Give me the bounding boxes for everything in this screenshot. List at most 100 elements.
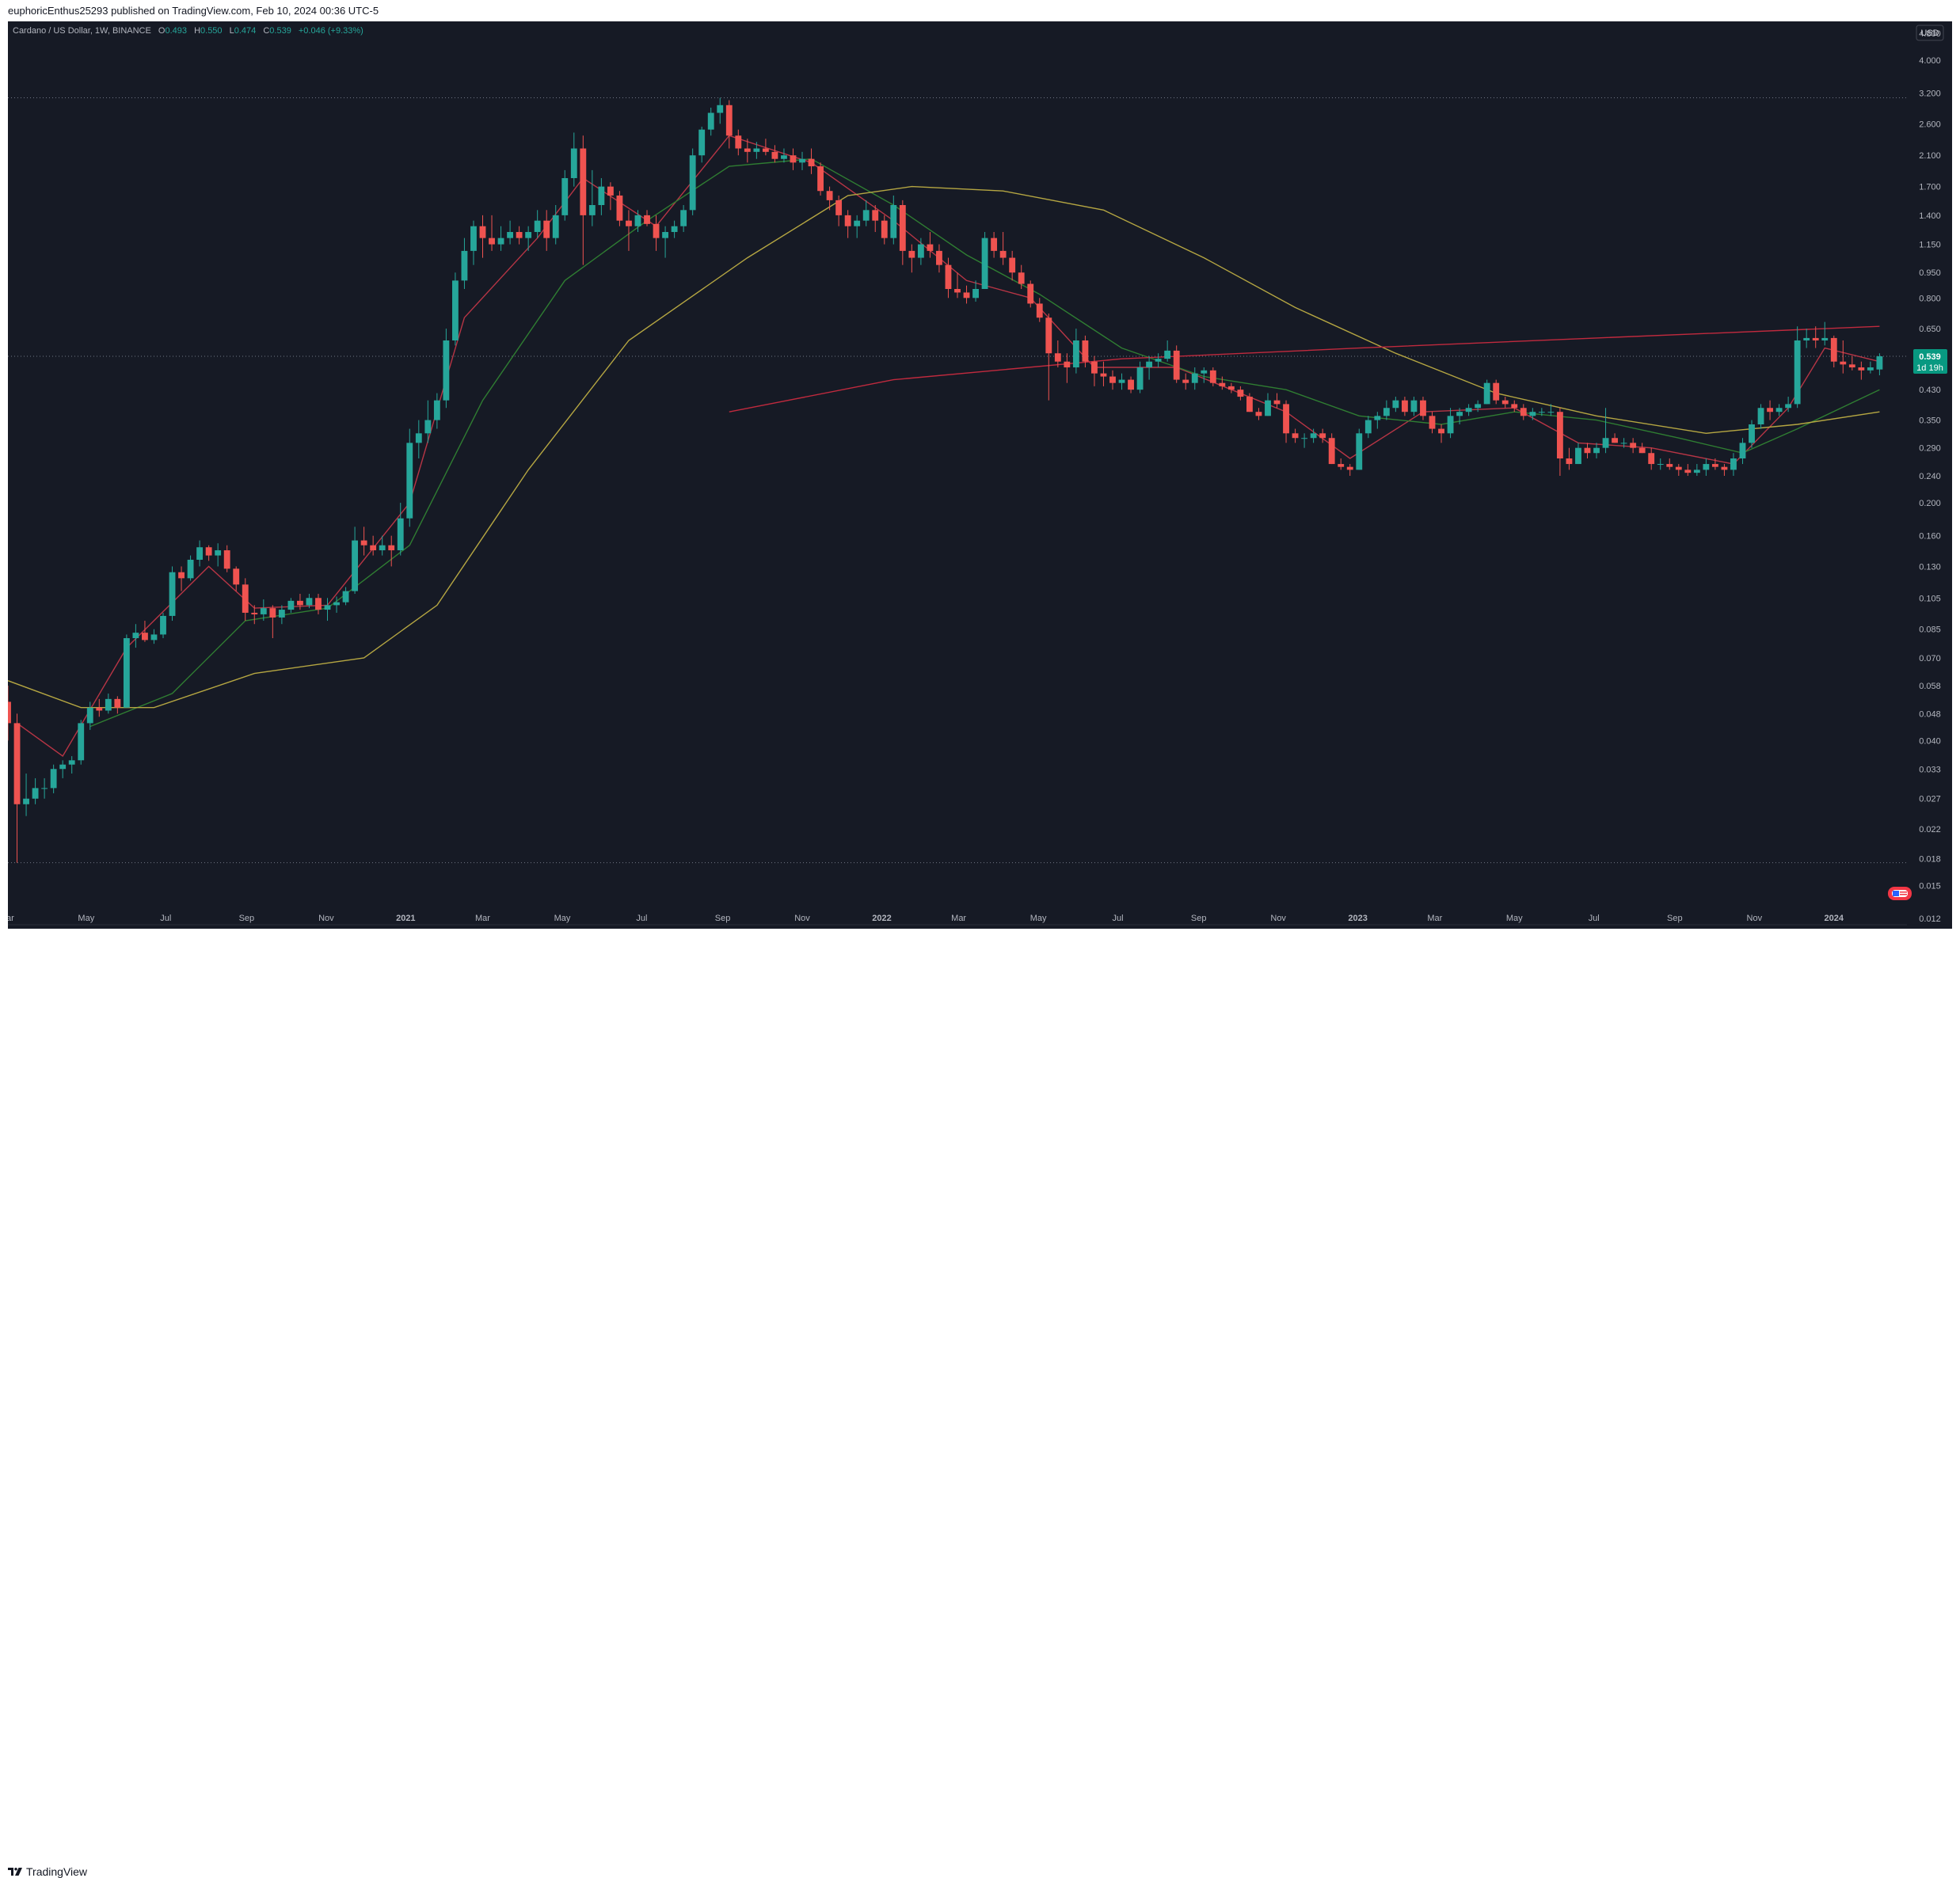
candle — [443, 329, 450, 409]
flag-icon[interactable] — [1888, 887, 1912, 900]
candle-body — [808, 158, 815, 167]
time-axis-label: May — [554, 914, 571, 923]
candle — [479, 215, 486, 258]
candle — [1227, 382, 1235, 393]
candle — [1292, 428, 1299, 443]
candle-body — [1785, 404, 1792, 409]
candle — [406, 428, 413, 527]
candle — [1529, 408, 1536, 420]
candle — [1721, 464, 1728, 476]
price-tick-label: 0.015 — [1919, 881, 1941, 891]
candle-body — [1054, 353, 1061, 362]
candle — [1383, 400, 1390, 420]
candle-body — [1191, 373, 1198, 383]
price-tick-label: 0.018 — [1919, 854, 1941, 864]
candle-body — [1657, 464, 1664, 466]
candle — [1620, 438, 1627, 448]
candle — [461, 238, 468, 289]
price-tick-label: 0.950 — [1919, 268, 1941, 278]
candle-body — [13, 723, 21, 804]
candle — [297, 594, 303, 610]
chart-frame[interactable]: Cardano / US Dollar, 1W, BINANCE O0.493 … — [8, 21, 1952, 929]
candle — [187, 555, 194, 581]
candle-body — [1392, 400, 1399, 409]
candle-body — [671, 226, 678, 233]
candle — [1848, 355, 1855, 371]
candle — [96, 698, 103, 717]
price-tick-label: 0.350 — [1919, 416, 1941, 426]
candle — [1638, 443, 1646, 454]
candle-body — [580, 148, 587, 215]
candle — [1630, 438, 1637, 454]
candle-body — [1666, 464, 1673, 467]
candle-body — [543, 220, 550, 238]
candle — [59, 760, 67, 778]
currency-button[interactable] — [1916, 25, 1944, 41]
price-tick-label: 0.040 — [1919, 736, 1941, 746]
candle — [653, 215, 660, 251]
candle-body — [306, 598, 313, 606]
candle-body — [1848, 364, 1855, 368]
candle — [844, 210, 851, 238]
candle-body — [1703, 464, 1710, 470]
candle — [1328, 433, 1335, 465]
candle-body — [1283, 404, 1289, 434]
candle — [1693, 464, 1700, 476]
price-tick-label: 0.058 — [1919, 682, 1941, 691]
price-tick-label: 1.400 — [1919, 211, 1941, 221]
candle — [561, 169, 569, 221]
time-axis-label: 2024 — [1825, 914, 1844, 923]
candle — [1447, 408, 1454, 439]
candle — [662, 226, 668, 258]
candle — [680, 205, 687, 233]
candle — [1730, 453, 1737, 476]
candle — [1310, 428, 1317, 443]
moving-averages — [8, 135, 1880, 758]
time-axis-label: Nov — [318, 914, 334, 923]
candle-body — [908, 250, 915, 258]
candle-body — [1447, 416, 1454, 434]
candle — [707, 107, 714, 136]
candle-body — [59, 764, 67, 770]
price-chart[interactable]: Cardano / US Dollar, 1W, BINANCE O0.493 … — [8, 21, 1952, 929]
candle — [854, 215, 861, 238]
legend-o-label: O — [158, 26, 166, 36]
time-axis-label: Mar — [475, 914, 490, 923]
candle — [1155, 353, 1162, 368]
candle — [1876, 353, 1883, 375]
candle-body — [169, 572, 176, 616]
candle — [644, 210, 650, 226]
candle — [1429, 412, 1436, 434]
candle — [1483, 379, 1490, 405]
candle — [1648, 447, 1655, 470]
candle — [1739, 438, 1746, 465]
candle — [1045, 313, 1052, 401]
currency-label: USD — [1920, 29, 1939, 38]
tradingview-brand[interactable]: TradingView — [8, 1865, 87, 1878]
candle — [1054, 340, 1061, 368]
candle — [634, 210, 641, 233]
candle — [1273, 393, 1281, 409]
candle — [762, 139, 769, 156]
price-tick-label: 3.200 — [1919, 89, 1941, 99]
candle-body — [862, 210, 870, 221]
horizontal-levels — [8, 97, 1907, 864]
candle — [68, 756, 75, 774]
time-axis[interactable]: Mar May Jul Sep Nov 2021 Mar May Jul Sep Nov 2022 Ma… — [8, 914, 1907, 926]
price-scale[interactable]: USD 4.800 4.000 3.200 2.600 2.100 1.700 1.400 1… — [1913, 25, 1947, 924]
candle — [607, 182, 614, 211]
candle-body — [1128, 379, 1134, 390]
candle-body — [187, 559, 194, 579]
candle-body — [1584, 447, 1591, 454]
candle — [1749, 420, 1755, 448]
candle-body — [1273, 400, 1281, 405]
candle-body — [1064, 361, 1071, 368]
candle — [1602, 408, 1609, 454]
candle — [160, 612, 166, 639]
candle-body — [588, 205, 596, 215]
candle-body — [1356, 433, 1363, 470]
price-tick-label: 2.100 — [1919, 151, 1941, 161]
candle — [1794, 326, 1801, 409]
candle-body — [570, 148, 577, 178]
candle-body — [626, 220, 632, 226]
